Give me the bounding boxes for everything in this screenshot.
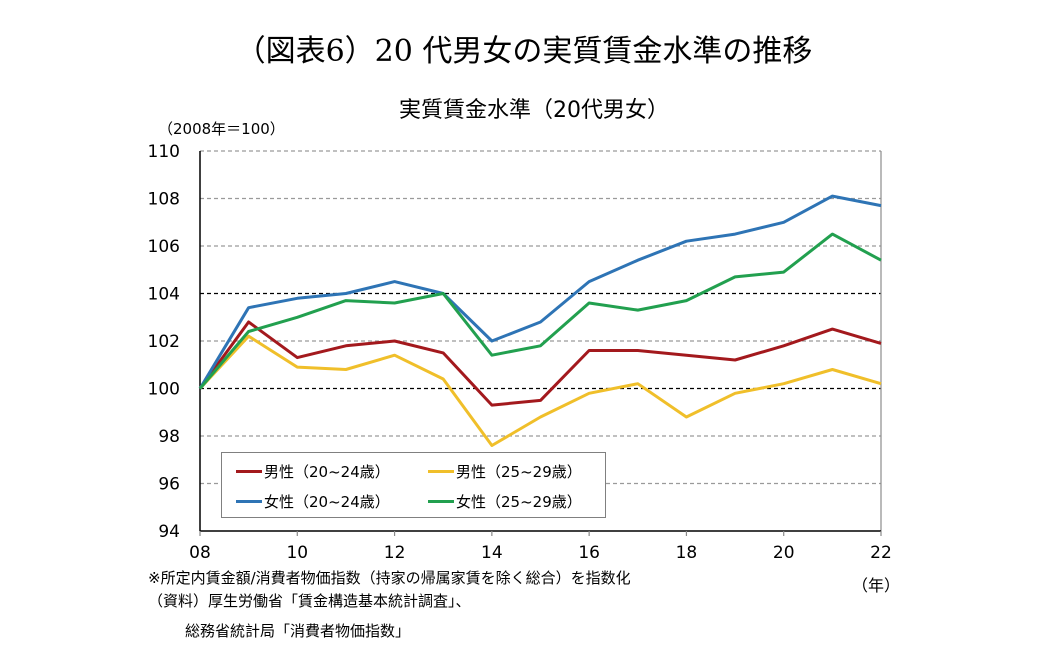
axes: 94 96 98 100 102 104 106 108 110 08 10 12 14 16 18 20 22 xyxy=(148,142,892,563)
legend-label: 女性（20~24歳） xyxy=(264,493,390,511)
x-tick-label: 18 xyxy=(676,543,698,563)
y-tick-label: 106 xyxy=(148,237,180,257)
y-tick-label: 98 xyxy=(158,427,180,447)
legend: 男性（20~24歳） 男性（25~29歳） 女性（20~24歳） 女性（25~2… xyxy=(221,452,606,518)
x-tick-label: 16 xyxy=(578,543,600,563)
series-lines xyxy=(198,194,882,447)
y-tick-label: 108 xyxy=(148,190,180,210)
x-tick-label: 12 xyxy=(384,543,406,563)
legend-item-male-25-29: 男性（25~29歳） xyxy=(428,461,582,482)
y-tick-label: 100 xyxy=(148,380,180,400)
y-tick-label: 94 xyxy=(158,522,180,542)
legend-swatch-male-25-29 xyxy=(428,470,454,473)
legend-swatch-female-20-24 xyxy=(236,500,262,503)
legend-swatch-male-20-24 xyxy=(236,470,262,473)
series-line-2 xyxy=(198,194,882,390)
x-axis-unit-label: （年） xyxy=(852,576,901,595)
footnote-definition: ※所定内賃金額/消費者物価指数（持家の帰属家賃を除く総合）を指数化 xyxy=(148,569,631,587)
x-tick-label: 10 xyxy=(286,543,308,563)
legend-item-female-20-24: 女性（20~24歳） xyxy=(236,491,390,512)
legend-item-male-20-24: 男性（20~24歳） xyxy=(236,461,390,482)
y-tick-label: 102 xyxy=(148,332,180,352)
x-tick-label: 08 xyxy=(189,543,211,563)
y-tick-label: 96 xyxy=(158,475,180,495)
legend-label: 男性（25~29歳） xyxy=(456,463,582,481)
y-tick-label: 110 xyxy=(148,142,180,162)
series-line-0 xyxy=(198,320,882,407)
chart-title: 実質賃金水準（20代男女） xyxy=(399,98,669,123)
gridlines xyxy=(200,150,881,485)
y-tick-label: 104 xyxy=(148,285,180,305)
x-tick-label: 20 xyxy=(773,543,795,563)
x-tick-label: 14 xyxy=(481,543,503,563)
y-axis-unit-label: （2008年＝100） xyxy=(158,120,285,138)
series-line-1 xyxy=(198,334,882,447)
legend-item-female-25-29: 女性（25~29歳） xyxy=(428,491,582,512)
series-line-3 xyxy=(198,232,882,390)
legend-label: 男性（20~24歳） xyxy=(264,463,390,481)
x-tick-label: 22 xyxy=(870,543,892,563)
footnote-source-continued: 総務省統計局「消費者物価指数」 xyxy=(185,622,411,640)
footnote-source: （資料）厚生労働省「賃金構造基本統計調査」、 xyxy=(148,592,471,610)
legend-label: 女性（25~29歳） xyxy=(456,493,582,511)
main-title: （図表6）20 代男女の実質賃金水準の推移 xyxy=(235,34,813,69)
legend-swatch-female-25-29 xyxy=(428,500,454,503)
